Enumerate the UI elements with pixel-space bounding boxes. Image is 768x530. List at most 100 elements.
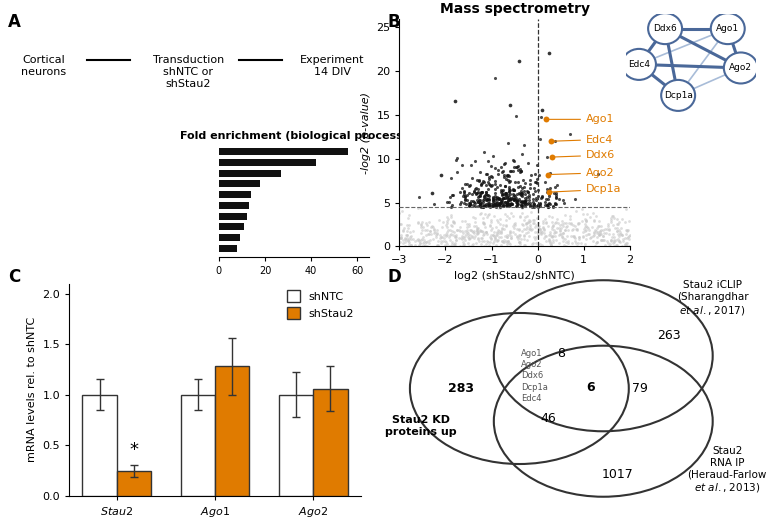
Point	[485, 182, 497, 190]
Point	[542, 195, 554, 203]
Point	[458, 187, 470, 195]
Point	[511, 178, 524, 187]
Point	[539, 218, 551, 227]
Point	[622, 225, 634, 234]
Text: Ago2: Ago2	[551, 168, 614, 178]
Point	[488, 227, 500, 236]
Point	[456, 238, 468, 246]
Point	[454, 223, 466, 232]
Point	[564, 219, 577, 227]
Point	[535, 113, 547, 121]
Text: Ago1: Ago1	[717, 24, 740, 33]
Point	[519, 179, 531, 188]
Point	[495, 186, 508, 194]
Point	[482, 178, 494, 186]
Point	[474, 199, 486, 208]
Point	[514, 182, 526, 190]
Point	[619, 240, 631, 248]
Point	[469, 217, 482, 226]
Point	[401, 231, 413, 239]
Point	[499, 159, 511, 167]
Point	[496, 198, 508, 206]
Point	[395, 233, 407, 242]
Point	[514, 197, 526, 206]
Point	[445, 211, 457, 219]
Point	[475, 236, 488, 245]
Point	[465, 190, 478, 199]
Point	[534, 198, 546, 207]
Point	[486, 173, 498, 182]
Point	[535, 227, 548, 236]
Point	[557, 222, 569, 230]
Point	[485, 216, 497, 224]
Point	[497, 194, 509, 202]
Point	[527, 238, 539, 247]
Point	[447, 190, 459, 199]
Point	[501, 233, 513, 242]
Point	[514, 168, 526, 176]
Point	[502, 191, 514, 199]
Point	[496, 191, 508, 200]
Point	[530, 178, 542, 187]
Point	[439, 232, 452, 240]
Point	[489, 189, 502, 197]
Point	[619, 218, 631, 226]
Point	[398, 224, 410, 233]
Point	[503, 172, 515, 180]
Point	[597, 236, 609, 244]
Point	[501, 200, 513, 208]
Point	[418, 236, 430, 245]
Point	[520, 229, 532, 237]
Point	[484, 181, 496, 190]
Text: Experiment
14 DIV: Experiment 14 DIV	[300, 55, 365, 77]
Point	[538, 224, 550, 233]
Point	[458, 232, 471, 240]
Point	[606, 233, 618, 242]
Point	[505, 200, 517, 208]
Point	[493, 232, 505, 241]
Point	[447, 218, 459, 226]
Point	[554, 226, 566, 234]
Point	[605, 236, 617, 245]
Point	[488, 232, 500, 240]
Point	[471, 224, 483, 232]
Point	[508, 157, 521, 165]
Point	[419, 226, 431, 234]
Circle shape	[711, 13, 745, 44]
Point	[562, 237, 574, 245]
Point	[442, 226, 454, 234]
Point	[505, 234, 517, 243]
Point	[464, 231, 476, 239]
Text: Dcp1a: Dcp1a	[664, 91, 693, 100]
Point	[515, 183, 528, 192]
Point	[542, 235, 554, 244]
Point	[401, 234, 413, 242]
Point	[473, 192, 485, 200]
Point	[485, 231, 498, 239]
Point	[450, 156, 462, 164]
Point	[466, 232, 478, 240]
Point	[614, 229, 627, 238]
Point	[548, 226, 560, 234]
Point	[522, 199, 535, 208]
Point	[523, 232, 535, 241]
Point	[538, 226, 550, 234]
Point	[508, 186, 520, 194]
Point	[498, 210, 511, 218]
Point	[563, 219, 575, 227]
Point	[493, 195, 505, 203]
Point	[476, 227, 488, 235]
Point	[603, 225, 615, 234]
Point	[407, 227, 419, 235]
Point	[519, 197, 531, 205]
Point	[474, 225, 486, 234]
Point	[620, 226, 632, 234]
Bar	[180, 395, 215, 496]
Point	[450, 236, 462, 244]
Point	[493, 200, 505, 208]
Point	[591, 238, 603, 246]
Text: Stau2 KD
proteins up: Stau2 KD proteins up	[385, 416, 457, 437]
Point	[412, 193, 425, 201]
Point	[461, 219, 473, 228]
Point	[497, 201, 509, 210]
